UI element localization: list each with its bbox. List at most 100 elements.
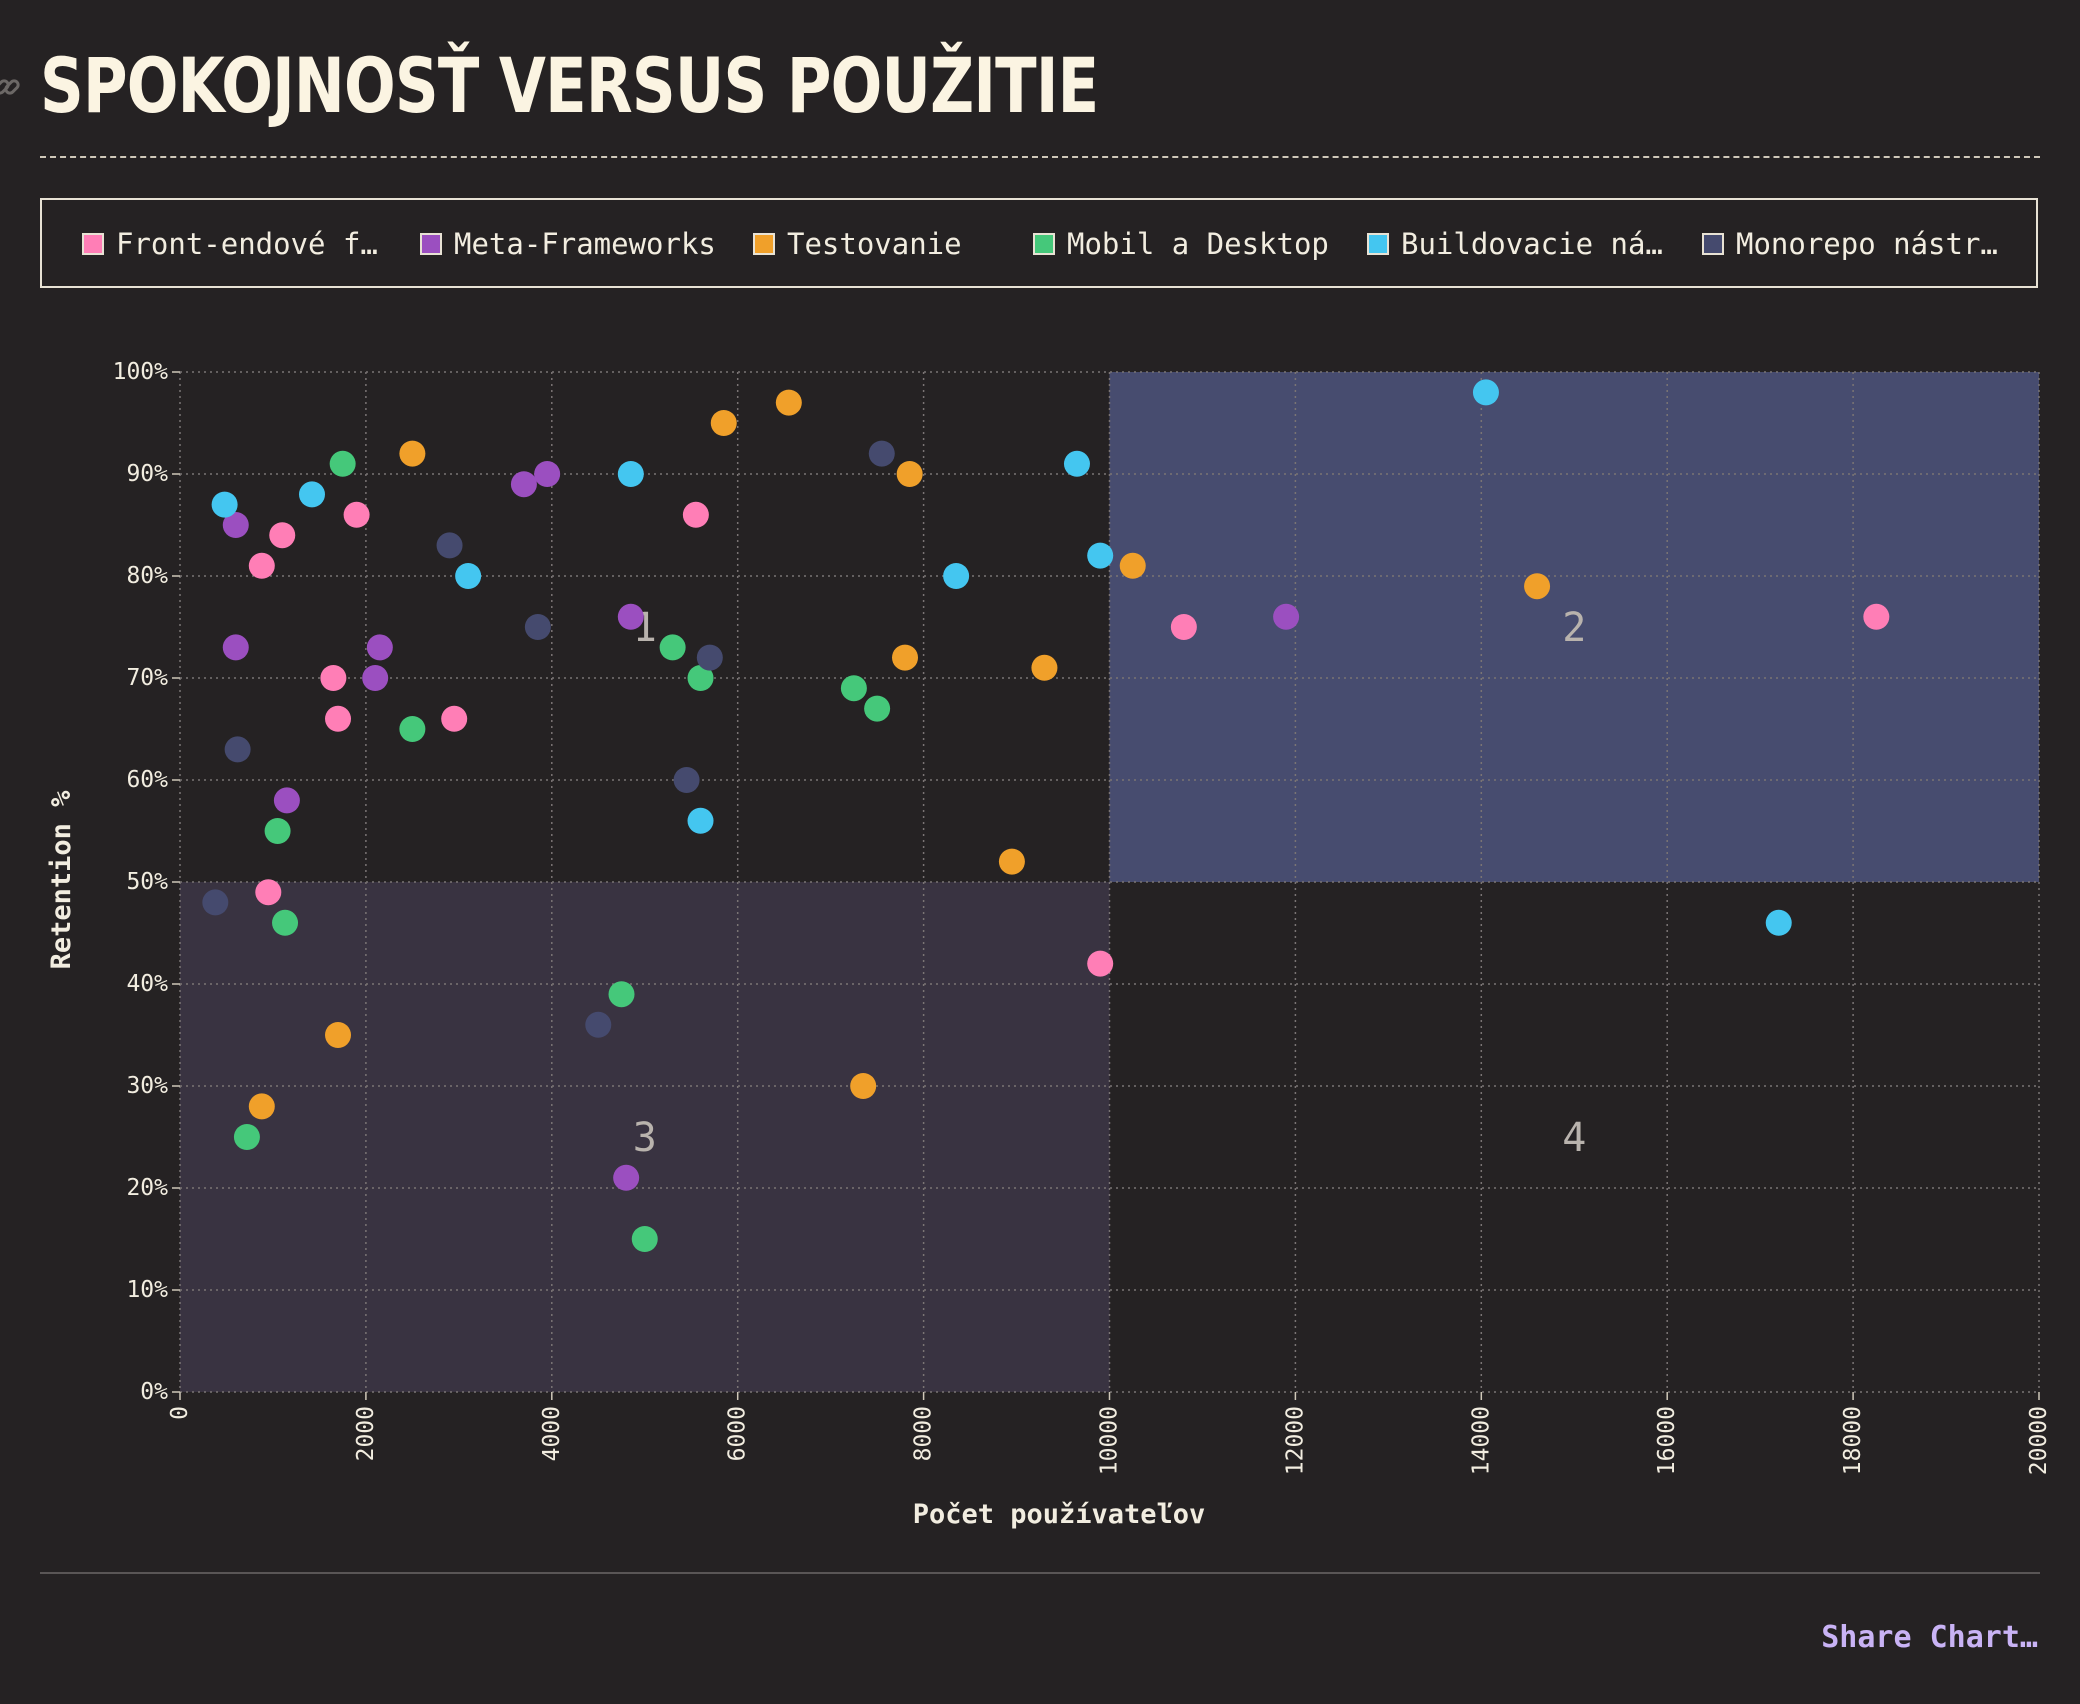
data-point-series-3[interactable] [329,450,356,477]
data-point-series-4[interactable] [211,491,238,518]
x-tick-label: 2000 [353,1406,379,1461]
legend-item-meta-frameworks[interactable]: Meta-Frameworks [420,224,716,264]
data-point-series-4[interactable] [1472,379,1499,406]
data-point-series-1[interactable] [613,1164,640,1191]
data-point-series-0[interactable] [343,501,370,528]
data-point-series-2[interactable] [775,389,802,416]
y-tick-label: 80% [126,563,168,589]
data-point-series-3[interactable] [631,1226,658,1252]
y-tick-label: 40% [126,971,168,997]
data-point-series-1[interactable] [222,634,249,661]
data-point-series-2[interactable] [1031,654,1058,681]
tick-layer: 0 2000 4000 6000 8000 10000 12000 14000 16000 180… [113,359,2052,1475]
data-point-series-5[interactable] [524,614,551,640]
data-point-series-2[interactable] [1119,552,1146,579]
data-point-series-2[interactable] [896,461,923,487]
data-point-series-1[interactable] [366,634,393,661]
x-tick-label: 18000 [1840,1406,1866,1475]
legend-item-testovanie[interactable]: Testovanie [753,224,962,264]
data-point-series-2[interactable] [248,1093,275,1120]
data-point-series-0[interactable] [325,705,352,732]
x-tick-label: 8000 [911,1406,937,1461]
share-chart-button[interactable]: Share Chart… [1821,1620,2038,1655]
y-tick-label: 30% [126,1073,168,1099]
data-point-series-3[interactable] [608,981,635,1008]
data-point-series-3[interactable] [659,634,686,661]
legend-swatch [1033,233,1055,255]
y-tick-label: 70% [126,665,168,691]
data-point-series-2[interactable] [710,410,737,436]
data-point-series-3[interactable] [864,695,891,722]
data-point-series-0[interactable] [255,879,282,906]
data-point-series-5[interactable] [696,644,723,671]
title-divider [40,156,2040,158]
data-point-series-3[interactable] [687,665,714,691]
legend-swatch [1702,233,1724,255]
y-tick-label: 20% [126,1175,168,1201]
data-point-series-3[interactable] [264,818,291,844]
legend-item-monorepo[interactable]: Monorepo nástr… [1702,224,1998,264]
chart-title: SPOKOJNOSŤ VERSUS POUŽITIE [40,41,1099,130]
data-point-series-4[interactable] [687,807,714,834]
data-point-series-4[interactable] [455,563,482,589]
data-point-series-2[interactable] [998,848,1025,875]
data-point-series-3[interactable] [272,909,299,936]
data-point-series-1[interactable] [1273,603,1300,630]
data-point-series-5[interactable] [585,1011,612,1038]
data-point-series-1[interactable] [362,665,389,691]
x-tick-label: 16000 [1654,1406,1680,1475]
x-axis-label: Počet používateľov [913,1499,1206,1530]
data-point-series-0[interactable] [269,522,296,549]
data-point-series-1[interactable] [510,471,537,498]
quadrant-3-label: 3 [633,1115,657,1161]
legend-item-buildovacie[interactable]: Buildovacie ná… [1367,224,1663,264]
link-icon[interactable] [0,72,22,102]
legend-label: Monorepo nástr… [1736,227,1998,261]
data-point-series-4[interactable] [298,481,325,508]
quadrant-4-label: 4 [1562,1115,1586,1161]
data-point-series-4[interactable] [1063,450,1090,477]
data-point-series-1[interactable] [617,603,644,630]
data-point-series-1[interactable] [273,787,300,814]
data-point-series-0[interactable] [1170,614,1197,640]
y-tick-label: 10% [126,1277,168,1303]
data-point-series-0[interactable] [248,552,275,579]
x-tick-label: 20000 [2026,1406,2052,1475]
data-point-series-1[interactable] [534,461,561,487]
data-point-series-3[interactable] [840,675,867,702]
data-point-series-0[interactable] [1087,950,1114,977]
data-point-series-0[interactable] [320,665,347,691]
data-point-series-4[interactable] [1087,542,1114,569]
data-point-series-2[interactable] [892,644,919,671]
data-point-series-4[interactable] [617,461,644,487]
data-point-series-5[interactable] [202,889,229,916]
data-point-series-0[interactable] [1863,603,1890,630]
legend-label: Buildovacie ná… [1401,227,1663,261]
legend-item-mobil-desktop[interactable]: Mobil a Desktop [1033,224,1329,264]
legend-item-front-end[interactable]: Front-endové f… [82,224,378,264]
data-point-series-2[interactable] [850,1073,877,1099]
data-point-series-4[interactable] [1765,909,1792,936]
data-point-series-1[interactable] [222,512,249,538]
x-tick-label: 14000 [1468,1406,1494,1475]
y-tick-label: 100% [113,359,169,385]
data-point-series-2[interactable] [399,440,426,467]
data-point-series-2[interactable] [1524,573,1551,600]
data-point-series-0[interactable] [682,501,709,528]
legend-swatch [1367,233,1389,255]
y-axis-label: Retention % [46,790,77,970]
quadrant-2-label: 2 [1562,605,1586,651]
data-point-series-3[interactable] [233,1124,260,1150]
data-point-series-2[interactable] [325,1022,352,1048]
data-point-series-5[interactable] [436,532,463,559]
data-point-series-3[interactable] [399,716,426,742]
data-point-series-0[interactable] [441,705,468,732]
data-point-series-5[interactable] [224,736,251,763]
legend: Front-endové f… Meta-Frameworks Testovan… [40,198,2038,288]
data-point-series-4[interactable] [943,563,970,589]
data-point-series-5[interactable] [673,767,700,793]
legend-swatch [753,233,775,255]
data-point-series-5[interactable] [868,440,895,467]
legend-swatch [82,233,104,255]
